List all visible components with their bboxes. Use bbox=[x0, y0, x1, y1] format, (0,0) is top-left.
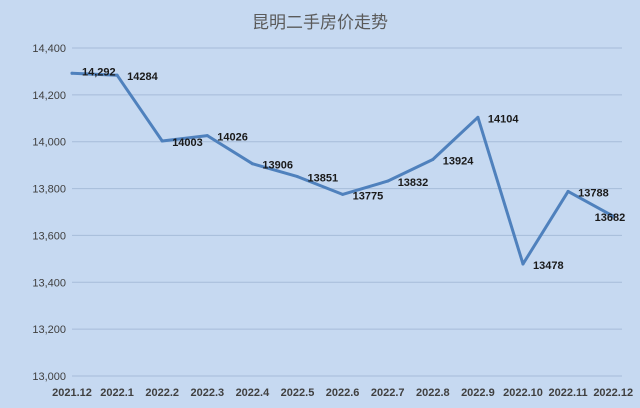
x-tick-label: 2022.1 bbox=[100, 387, 134, 399]
data-label: 14,292 bbox=[82, 66, 116, 78]
y-tick-label: 14,200 bbox=[32, 90, 66, 102]
x-tick-label: 2022.3 bbox=[190, 387, 224, 399]
x-tick-label: 2022.2 bbox=[145, 387, 179, 399]
data-point bbox=[566, 189, 570, 193]
x-tick-label: 2022.11 bbox=[549, 387, 588, 399]
data-point bbox=[521, 262, 525, 266]
data-point bbox=[386, 179, 390, 183]
data-point bbox=[70, 71, 74, 75]
data-point bbox=[250, 162, 254, 166]
y-tick-label: 14,000 bbox=[32, 137, 66, 149]
x-tick-label: 2022.6 bbox=[326, 387, 360, 399]
data-label: 13851 bbox=[308, 173, 339, 185]
data-point bbox=[205, 134, 209, 138]
data-label: 13788 bbox=[578, 187, 609, 199]
series-line-layer bbox=[70, 71, 615, 266]
data-label: 13775 bbox=[353, 190, 384, 202]
x-tick-label: 2022.9 bbox=[461, 387, 495, 399]
data-label: 13682 bbox=[595, 212, 626, 224]
data-point bbox=[611, 214, 615, 218]
data-point bbox=[431, 158, 435, 162]
x-tick-label: 2022.8 bbox=[416, 387, 450, 399]
x-tick-label: 2022.10 bbox=[503, 387, 543, 399]
data-point bbox=[341, 192, 345, 196]
data-labels: 14,292 14284 14003 14026 13906 13851 13775 1383… bbox=[82, 66, 625, 272]
data-label: 14026 bbox=[217, 132, 248, 144]
data-point bbox=[115, 73, 119, 77]
data-label: 14003 bbox=[172, 137, 203, 149]
x-axis-ticks: 2021.12 2022.1 2022.2 2022.3 2022.4 2022.5 202… bbox=[52, 387, 633, 399]
data-point bbox=[476, 115, 480, 119]
x-tick-label: 2022.4 bbox=[236, 387, 271, 399]
data-point bbox=[160, 139, 164, 143]
data-label: 13906 bbox=[262, 160, 293, 172]
data-label: 13832 bbox=[398, 177, 429, 189]
y-tick-label: 14,400 bbox=[32, 43, 66, 55]
data-label: 14284 bbox=[127, 71, 158, 83]
x-tick-label: 2022.5 bbox=[281, 387, 315, 399]
data-label: 13478 bbox=[533, 260, 564, 272]
y-tick-label: 13,600 bbox=[32, 230, 66, 242]
data-label: 13924 bbox=[443, 156, 474, 168]
y-tick-label: 13,000 bbox=[32, 371, 66, 383]
chart-title: 昆明二手房价走势 bbox=[252, 13, 388, 33]
x-tick-label: 2022.7 bbox=[371, 387, 405, 399]
y-tick-label: 13,200 bbox=[32, 324, 66, 336]
y-tick-label: 13,400 bbox=[32, 277, 66, 289]
y-tick-label: 13,800 bbox=[32, 184, 66, 196]
data-point bbox=[296, 175, 299, 179]
x-tick-label: 2022.12 bbox=[593, 387, 633, 399]
data-label: 14104 bbox=[488, 113, 519, 125]
x-tick-label: 2021.12 bbox=[52, 387, 92, 399]
y-axis-ticks: 13,000 13,200 13,400 13,600 13,800 14,000 14,2… bbox=[32, 43, 66, 383]
